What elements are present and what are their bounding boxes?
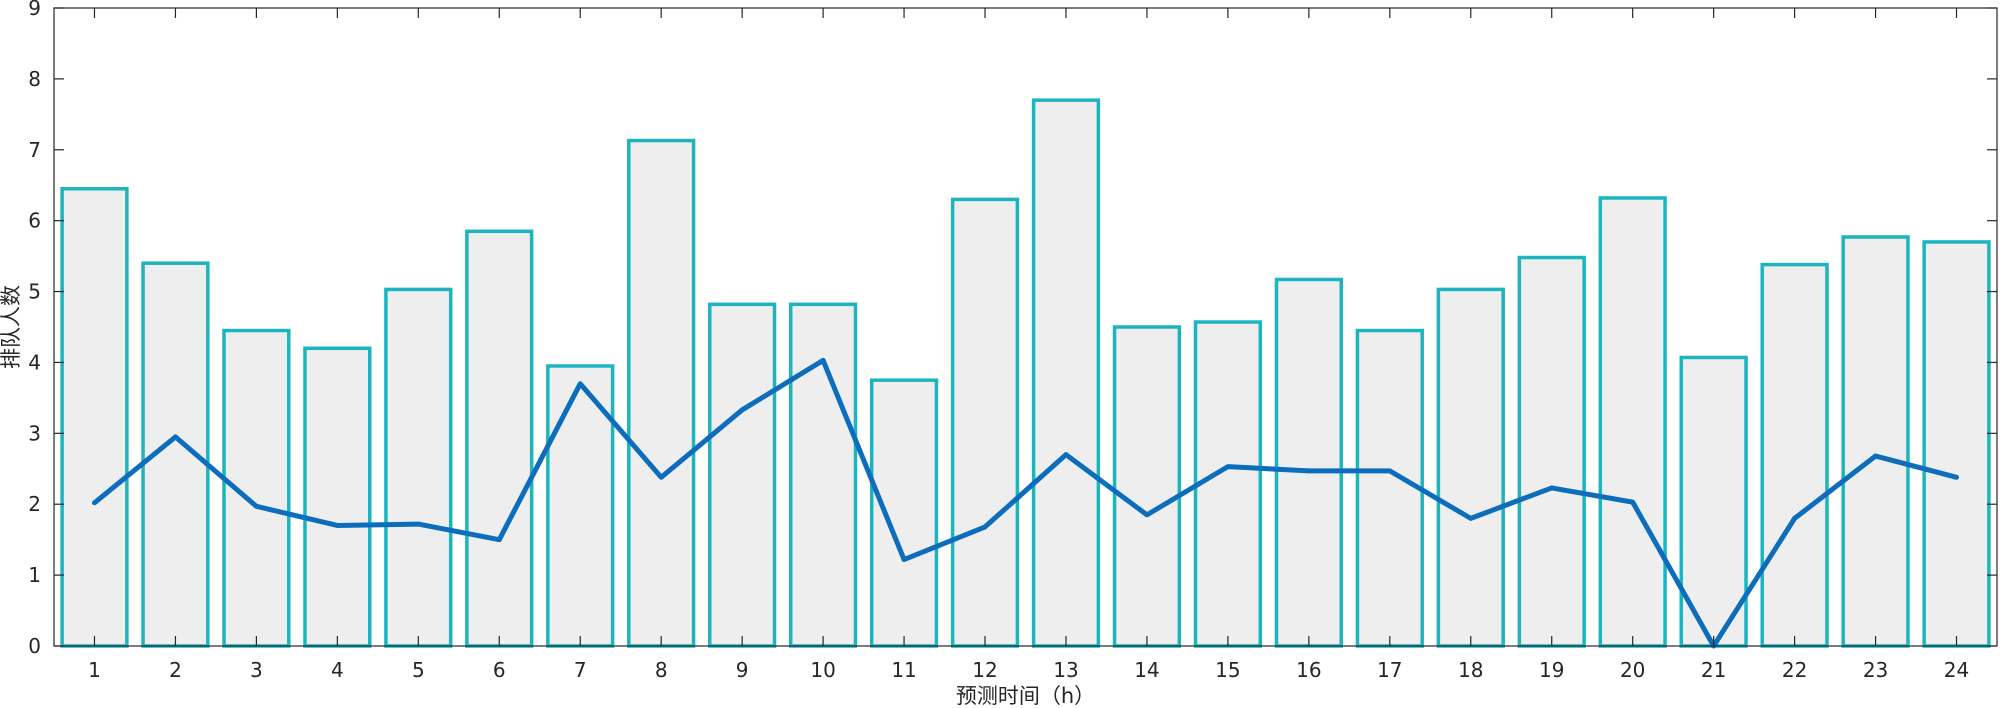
line-series [91, 357, 1960, 649]
x-tick-label-7: 7 [574, 658, 587, 682]
bar-14 [1112, 325, 1182, 648]
y-tick-label-2: 2 [28, 492, 41, 516]
x-tick-label-15: 15 [1215, 658, 1240, 682]
bar-7 [546, 364, 615, 648]
x-tick-label-1: 1 [88, 658, 101, 682]
bar-12 [950, 197, 1020, 648]
x-tick-label-6: 6 [493, 658, 506, 682]
bar-20 [1598, 196, 1667, 648]
x-tick-label-16: 16 [1296, 658, 1321, 682]
y-tick-label-3: 3 [28, 421, 41, 445]
y-tick-label-9: 9 [28, 0, 41, 20]
x-tick-label-9: 9 [736, 658, 749, 682]
x-tick-label-10: 10 [810, 658, 835, 682]
bar-11 [869, 378, 939, 648]
x-tick-label-5: 5 [412, 658, 425, 682]
bar-13 [1031, 98, 1101, 648]
line-layer [91, 357, 1960, 649]
x-tick-label-23: 23 [1863, 658, 1888, 682]
plot-area [54, 8, 1997, 646]
y-tick-label-1: 1 [28, 563, 41, 587]
y-ticks: 0 1 2 3 4 5 6 7 8 9 [28, 0, 1997, 658]
axes [53, 7, 1998, 647]
bars [60, 98, 1991, 648]
x-tick-label-3: 3 [250, 658, 263, 682]
plot-background [54, 8, 1997, 646]
y-axis-label: 排队人数 [0, 285, 23, 369]
bar-22 [1760, 262, 1829, 648]
x-tick-label-22: 22 [1782, 658, 1807, 682]
bar-23 [1841, 235, 1910, 648]
x-tick-label-19: 19 [1539, 658, 1564, 682]
bar-19 [1517, 255, 1586, 648]
bar-18 [1436, 287, 1505, 648]
x-tick-label-18: 18 [1458, 658, 1483, 682]
y-tick-label-8: 8 [28, 67, 41, 91]
x-tick-label-2: 2 [169, 658, 182, 682]
x-tick-label-8: 8 [655, 658, 668, 682]
x-tick-label-4: 4 [331, 658, 344, 682]
bar-4 [303, 346, 372, 648]
x-tick-label-17: 17 [1377, 658, 1402, 682]
x-axis-label: 预测时间（h） [956, 684, 1095, 708]
bar-24 [1922, 240, 1991, 648]
bar-1 [60, 187, 129, 648]
y-tick-label-6: 6 [28, 209, 41, 233]
bar-9 [708, 302, 777, 648]
bar-15 [1193, 320, 1263, 648]
bar-17 [1355, 328, 1424, 648]
x-tick-label-13: 13 [1053, 658, 1078, 682]
bar-16 [1274, 277, 1343, 648]
x-tick-label-14: 14 [1134, 658, 1159, 682]
bar-10 [788, 302, 858, 648]
bar-5 [384, 287, 453, 648]
bar-21 [1679, 355, 1748, 648]
y-tick-label-5: 5 [28, 280, 41, 304]
y-tick-label-7: 7 [28, 138, 41, 162]
y-tick-label-0: 0 [28, 634, 41, 658]
x-tick-label-24: 24 [1944, 658, 1969, 682]
x-tick-label-20: 20 [1620, 658, 1645, 682]
x-tick-label-12: 12 [972, 658, 997, 682]
x-ticks: 1 2 3 4 5 6 7 8 9 10 11 12 13 14 15 16 17 18 19 20 21 22 23 24 [88, 8, 1969, 682]
y-tick-label-4: 4 [28, 350, 41, 374]
x-tick-label-21: 21 [1701, 658, 1726, 682]
axes-box [53, 7, 1998, 647]
x-tick-label-11: 11 [891, 658, 916, 682]
bar-8 [627, 138, 696, 648]
bar-6 [465, 229, 534, 648]
